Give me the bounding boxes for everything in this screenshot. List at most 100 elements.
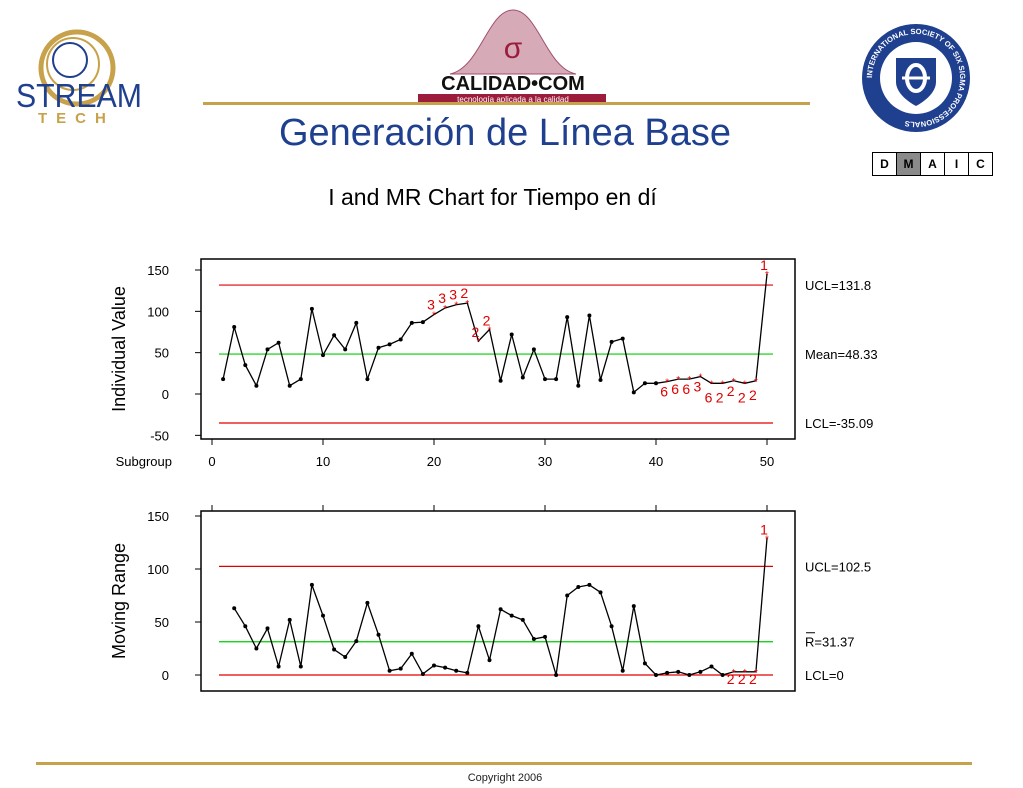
dmaic-indicator: D M A I C: [872, 152, 993, 176]
mr-chart-point: [409, 651, 414, 656]
mr-chart-point: [598, 590, 603, 595]
stream-tech-logo: STREAM TECH: [14, 14, 144, 127]
i-chart-point: [376, 345, 381, 350]
i-chart-xtick-label: 50: [760, 454, 774, 469]
i-chart-point: [287, 383, 292, 388]
i-chart-flag-label: 6: [660, 384, 668, 400]
i-chart-flagged-point: *: [687, 375, 691, 386]
i-chart-point: [420, 320, 425, 325]
i-chart-xtick-label: 30: [538, 454, 552, 469]
i-chart-flagged-point: *: [732, 377, 736, 388]
i-chart-point: [265, 347, 270, 352]
mr-chart-point: [642, 661, 647, 666]
i-chart-xtick-label: 40: [649, 454, 663, 469]
i-chart-point: [409, 320, 414, 325]
mr-chart-flagged-point: *: [743, 668, 747, 679]
i-chart-point: [598, 377, 603, 382]
mr-chart-point: [698, 669, 703, 674]
i-chart-flag-label: 6: [682, 381, 690, 397]
mr-chart-point: [554, 673, 559, 677]
mr-chart-point: [387, 668, 392, 673]
dmaic-step-c: C: [976, 157, 985, 171]
mr-chart-ytick-label: 150: [147, 509, 169, 524]
i-chart-point: [298, 377, 303, 382]
i-chart-xtick-label: 10: [316, 454, 330, 469]
i-chart-ref-label: UCL=131.8: [805, 278, 871, 293]
mr-chart-point: [276, 664, 281, 669]
header-rule: [203, 102, 810, 105]
i-chart-flagged-point: *: [476, 337, 480, 348]
mr-chart-point: [343, 654, 348, 659]
dmaic-step-d: D: [873, 153, 897, 175]
i-chart-point: [565, 315, 570, 320]
i-chart-ylabel: Individual Value: [109, 286, 129, 412]
dmaic-step-m: M: [897, 153, 921, 175]
footer-rule: [36, 762, 972, 765]
chart-title: I and MR Chart for Tiempo en dí: [328, 184, 657, 210]
stream-tech-logo-sub: TECH: [38, 110, 115, 126]
mr-chart-flag-label: 2: [738, 671, 746, 687]
i-chart-flag-label: 6: [705, 389, 713, 405]
i-chart-flag-label: 1: [760, 257, 768, 273]
mr-chart-point: [443, 665, 448, 670]
mr-chart-point: [287, 617, 292, 622]
mr-chart-point: [454, 668, 459, 673]
six-sigma-society-seal: INTERNATIONAL SOCIETY OF SIX SIGMA PROFE…: [852, 22, 980, 134]
mr-chart-point: [432, 663, 436, 668]
i-chart-flag-label: 2: [716, 389, 724, 405]
i-chart-flagged-point: *: [698, 373, 702, 384]
i-chart-point: [498, 378, 503, 383]
i-chart-flag-label: 3: [694, 379, 702, 395]
mr-chart-series-line: [233, 538, 768, 676]
mr-chart-point: [565, 593, 570, 598]
mr-chart-ref-label: R=31.37: [805, 635, 855, 650]
i-chart-flag-label: 2: [749, 387, 757, 403]
mr-chart-point: [465, 670, 470, 675]
i-chart-point: [587, 313, 592, 318]
i-chart-ytick-label: 0: [162, 387, 169, 402]
i-chart-flagged-point: *: [765, 270, 769, 281]
mr-chart-point: [487, 658, 492, 663]
i-chart-flagged-point: *: [754, 377, 758, 388]
i-chart-point: [543, 377, 547, 382]
i-chart-flagged-point: *: [665, 378, 669, 389]
calidad-com-logo: σ CALIDAD•COM tecnología aplicada a la c…: [410, 8, 610, 106]
mr-chart-point: [654, 673, 658, 677]
mr-chart-point: [265, 626, 270, 631]
i-chart-ref-label: LCL=-35.09: [805, 416, 873, 431]
i-chart-point: [332, 333, 337, 338]
i-chart-flagged-point: *: [454, 301, 458, 312]
i-chart-point: [509, 332, 514, 337]
mr-chart-flagged-point: *: [732, 668, 736, 679]
i-chart-flag-label: 3: [449, 287, 457, 303]
i-chart-point: [642, 381, 647, 386]
mr-chart-point: [509, 613, 514, 618]
i-chart-flagged-point: *: [432, 311, 436, 322]
mr-chart-point: [254, 646, 259, 651]
i-chart-point: [531, 347, 536, 352]
i-chart-ytick-label: 150: [147, 263, 169, 278]
i-chart-ytick-label: 100: [147, 304, 169, 319]
i-chart-point: [398, 337, 403, 342]
mr-chart-point: [587, 582, 592, 587]
mr-chart-point: [687, 673, 692, 677]
i-chart-flagged-point: *: [721, 379, 725, 390]
dmaic-step-a: A: [921, 153, 945, 175]
mr-chart-point: [498, 607, 503, 612]
i-chart-flag-label: 2: [460, 285, 468, 301]
i-chart-flagged-point: *: [465, 299, 469, 310]
mr-chart-ytick-label: 100: [147, 562, 169, 577]
i-chart-flagged-point: *: [676, 375, 680, 386]
i-chart-point: [254, 383, 259, 388]
mr-chart-point: [376, 632, 381, 637]
i-chart-point: [654, 381, 658, 386]
mr-chart-point: [321, 613, 325, 618]
i-chart-point: [354, 320, 359, 325]
mr-chart-point: [531, 636, 536, 641]
i-chart-point: [309, 306, 314, 311]
mr-chart-point: [631, 604, 636, 609]
i-chart-flag-label: 2: [727, 383, 735, 399]
mr-chart-flagged-point: *: [754, 668, 758, 679]
i-chart-point: [520, 375, 525, 380]
mr-chart-point: [232, 606, 237, 611]
